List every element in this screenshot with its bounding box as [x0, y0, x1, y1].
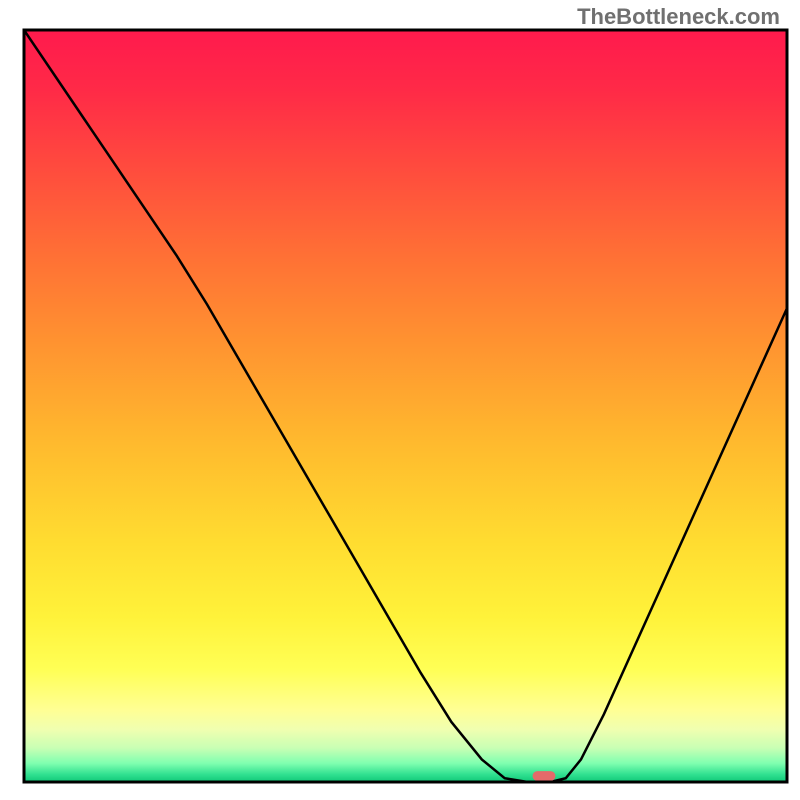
- optimal-point-marker: [533, 771, 556, 781]
- watermark-text: TheBottleneck.com: [577, 4, 780, 30]
- plot-area: [24, 30, 787, 782]
- bottleneck-chart: [0, 0, 800, 800]
- chart-container: TheBottleneck.com: [0, 0, 800, 800]
- gradient-background: [24, 30, 787, 782]
